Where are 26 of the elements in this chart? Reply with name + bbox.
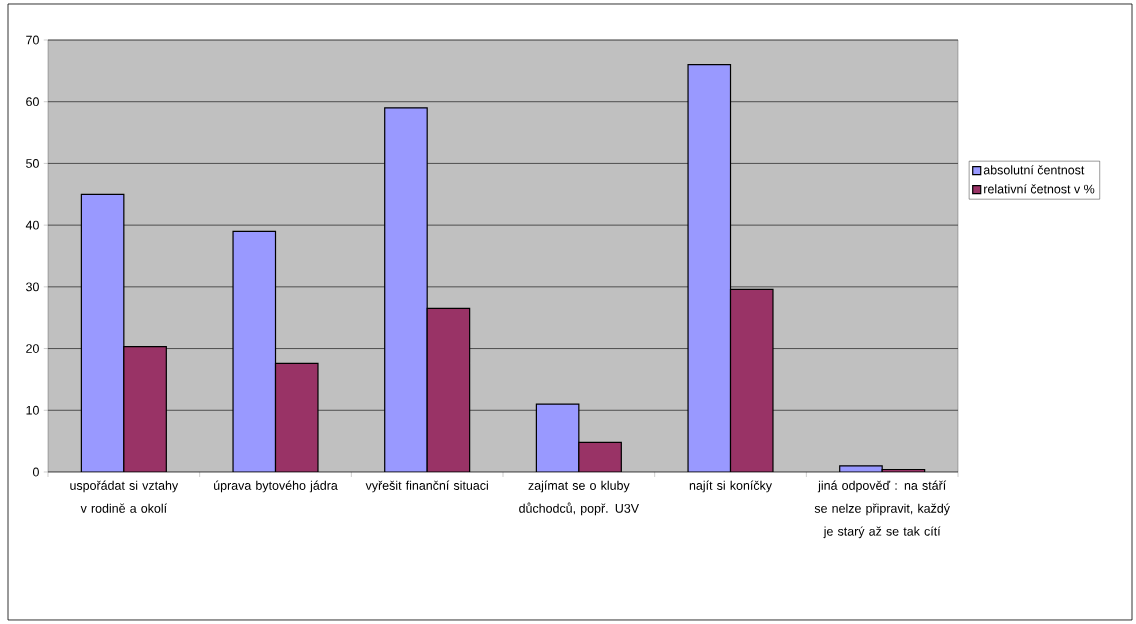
bar [232, 230, 277, 472]
y-tick-label: 60 [26, 97, 39, 107]
y-tick-label: 0 [32, 467, 39, 477]
bar [384, 107, 428, 472]
bar [274, 362, 319, 472]
x-tick-label: uspořádat si vztahy v rodině a okolí [70, 480, 179, 513]
bar [687, 64, 732, 472]
x-tick-label: zajímat se o kluby důchodců, popř. U3V [519, 480, 639, 516]
x-tick-label: jiná odpověď : na stáří se nelze připravit, každý je starý až se tak cítí [814, 480, 950, 539]
y-tick-label: 50 [26, 159, 39, 168]
bar [80, 193, 125, 472]
y-tick-label: 40 [25, 220, 39, 230]
x-tick-label: najít si koníčky [689, 480, 772, 493]
bar [729, 288, 774, 472]
y-tick-label: 30 [26, 282, 39, 292]
y-tick-label: 20 [26, 344, 39, 353]
legend-label: relativní četnost v % [984, 184, 1095, 194]
y-tick-label: 10 [26, 405, 39, 415]
bar [426, 307, 471, 472]
x-tick-label: vyřešit finanční situaci [365, 480, 488, 493]
legend-label: absolutní čentnost [983, 165, 1085, 175]
bar [535, 403, 580, 472]
bar [578, 441, 622, 472]
bar [123, 346, 167, 472]
y-tick-label: 70 [26, 35, 39, 45]
x-tick-label: úprava bytového jádra [214, 480, 338, 493]
